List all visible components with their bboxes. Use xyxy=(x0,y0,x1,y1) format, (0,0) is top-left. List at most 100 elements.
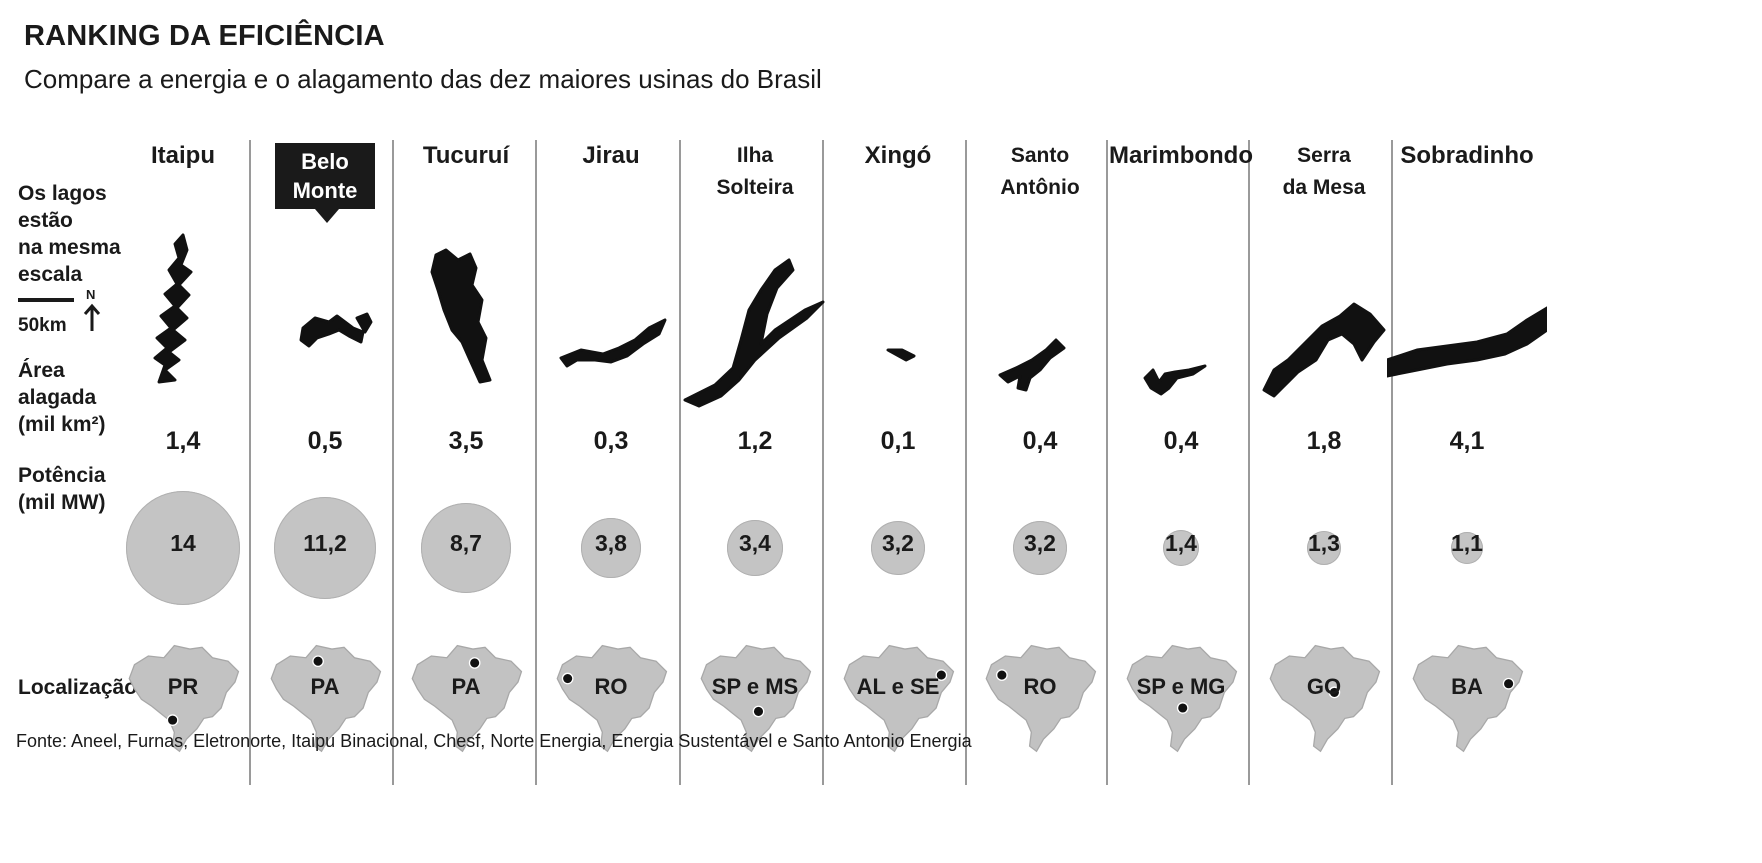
location-dot xyxy=(1328,686,1341,699)
plant-column: Jirau 0,3 3,8 RO xyxy=(531,140,691,800)
area-value: 0,1 xyxy=(880,427,916,455)
location-value: RO xyxy=(1023,674,1057,699)
column-separator xyxy=(249,140,251,785)
power-value: 14 xyxy=(170,530,196,556)
column-separator xyxy=(535,140,537,785)
brazil-map-icon xyxy=(843,644,955,753)
location-dot xyxy=(312,655,324,668)
brazil-map-icon xyxy=(1126,644,1238,753)
location-value: BA xyxy=(1451,674,1483,699)
area-value: 0,5 xyxy=(307,427,343,455)
power-bubble xyxy=(421,503,511,593)
lake-shape xyxy=(886,348,916,362)
power-bubble xyxy=(274,497,376,599)
plant-name: Serra da Mesa xyxy=(1282,144,1366,199)
lake-shape xyxy=(1387,306,1547,378)
plant-name: Sobradinho xyxy=(1400,142,1534,169)
power-value: 1,3 xyxy=(1308,530,1340,556)
plant-column: Santo Antônio 0,4 3,2 RO xyxy=(960,140,1120,800)
plant-column: Serra da Mesa 1,8 1,3 GO xyxy=(1244,140,1404,800)
row-label-area: Área alagada (mil km²) xyxy=(18,359,106,436)
power-value: 3,8 xyxy=(595,530,627,556)
area-value: 0,4 xyxy=(1022,427,1058,455)
scale-label: 50km xyxy=(18,315,67,336)
lake-silhouette xyxy=(299,312,373,348)
brazil-map-icon xyxy=(411,644,523,753)
location-value: GO xyxy=(1306,674,1342,699)
plant-column: Xingó 0,1 3,2 AL e SE xyxy=(818,140,978,800)
lake-shape xyxy=(998,338,1066,392)
location-value: SP e MS xyxy=(711,674,799,699)
north-label: N xyxy=(86,287,96,302)
area-value: 0,4 xyxy=(1163,427,1199,455)
location-dot xyxy=(561,672,574,685)
location-value: AL e SE xyxy=(856,674,940,699)
lake-shape xyxy=(559,318,667,368)
source-note: Fonte: Aneel, Furnas, Eletronorte, Itaip… xyxy=(16,731,972,751)
brazil-map-icon xyxy=(700,644,812,753)
power-value: 3,2 xyxy=(882,530,914,556)
brazil-map-icon xyxy=(128,644,240,753)
power-bubble xyxy=(581,518,641,578)
plant-column: Itaipu 1,4 14 PR xyxy=(103,140,263,800)
location-dot xyxy=(1176,702,1189,714)
lake-silhouette xyxy=(1387,306,1547,378)
lake-shape xyxy=(1143,364,1207,396)
lake-shape xyxy=(683,258,825,408)
power-value: 3,4 xyxy=(739,530,771,556)
brazil-map-icon xyxy=(270,644,382,753)
location-dot xyxy=(752,705,765,718)
lake-shape xyxy=(299,312,373,348)
power-bubble xyxy=(1012,520,1068,576)
power-value: 11,2 xyxy=(303,530,347,556)
area-value: 4,1 xyxy=(1449,427,1485,455)
column-separator xyxy=(1248,140,1250,785)
location-dot xyxy=(166,714,179,726)
column-separator xyxy=(822,140,824,785)
power-bubble xyxy=(726,519,784,577)
plant-column: Tucuruí 3,5 8,7 PA xyxy=(386,140,546,800)
plant-column: Sobradinho 4,1 1,1 BA xyxy=(1387,140,1547,800)
area-value: 0,3 xyxy=(593,427,629,455)
chart-subtitle: Compare a energia e o alagamento das dez… xyxy=(24,64,822,94)
location-value: PR xyxy=(167,674,199,699)
column-separator xyxy=(392,140,394,785)
location-value: PA xyxy=(451,674,481,699)
column-separator xyxy=(1106,140,1108,785)
column-separator xyxy=(679,140,681,785)
plant-column: Belo Monte 0,5 11,2 PA xyxy=(245,140,405,800)
lake-shape xyxy=(430,248,492,384)
lake-silhouette xyxy=(998,338,1066,392)
row-label-power: Potência (mil MW) xyxy=(18,464,106,514)
power-value: 1,4 xyxy=(1165,530,1197,556)
plant-name: Tucuruí xyxy=(422,142,510,169)
power-bubble xyxy=(1306,530,1342,566)
plant-name: Santo Antônio xyxy=(1000,144,1080,199)
lake-silhouette xyxy=(1143,364,1207,396)
lake-silhouette xyxy=(153,233,193,384)
area-value: 1,4 xyxy=(165,427,201,455)
area-value: 3,5 xyxy=(448,427,484,455)
row-label-location: Localização xyxy=(18,676,138,699)
plant-name: Jirau xyxy=(582,142,640,169)
plant-name: Marimbondo xyxy=(1109,142,1253,169)
power-bubble xyxy=(1162,529,1200,567)
scale-bar xyxy=(18,298,74,302)
brazil-map-icon xyxy=(985,644,1097,753)
power-value: 1,1 xyxy=(1451,530,1483,556)
location-value: RO xyxy=(594,674,628,699)
power-bubble xyxy=(126,491,240,605)
power-bubble xyxy=(1451,532,1483,564)
lake-silhouette xyxy=(430,248,492,384)
area-value: 1,8 xyxy=(1306,427,1342,455)
brazil-map-icon xyxy=(1412,644,1524,753)
plant-name: Itaipu xyxy=(151,142,215,169)
plant-column: Marimbondo 0,4 1,4 SP e MG xyxy=(1101,140,1261,800)
location-value: SP e MG xyxy=(1136,674,1226,699)
column-separator xyxy=(965,140,967,785)
lake-silhouette xyxy=(886,348,916,362)
location-value: PA xyxy=(310,674,340,699)
plant-name: Xingó xyxy=(864,142,932,169)
location-dot xyxy=(1502,677,1515,690)
power-bubble xyxy=(870,520,926,576)
